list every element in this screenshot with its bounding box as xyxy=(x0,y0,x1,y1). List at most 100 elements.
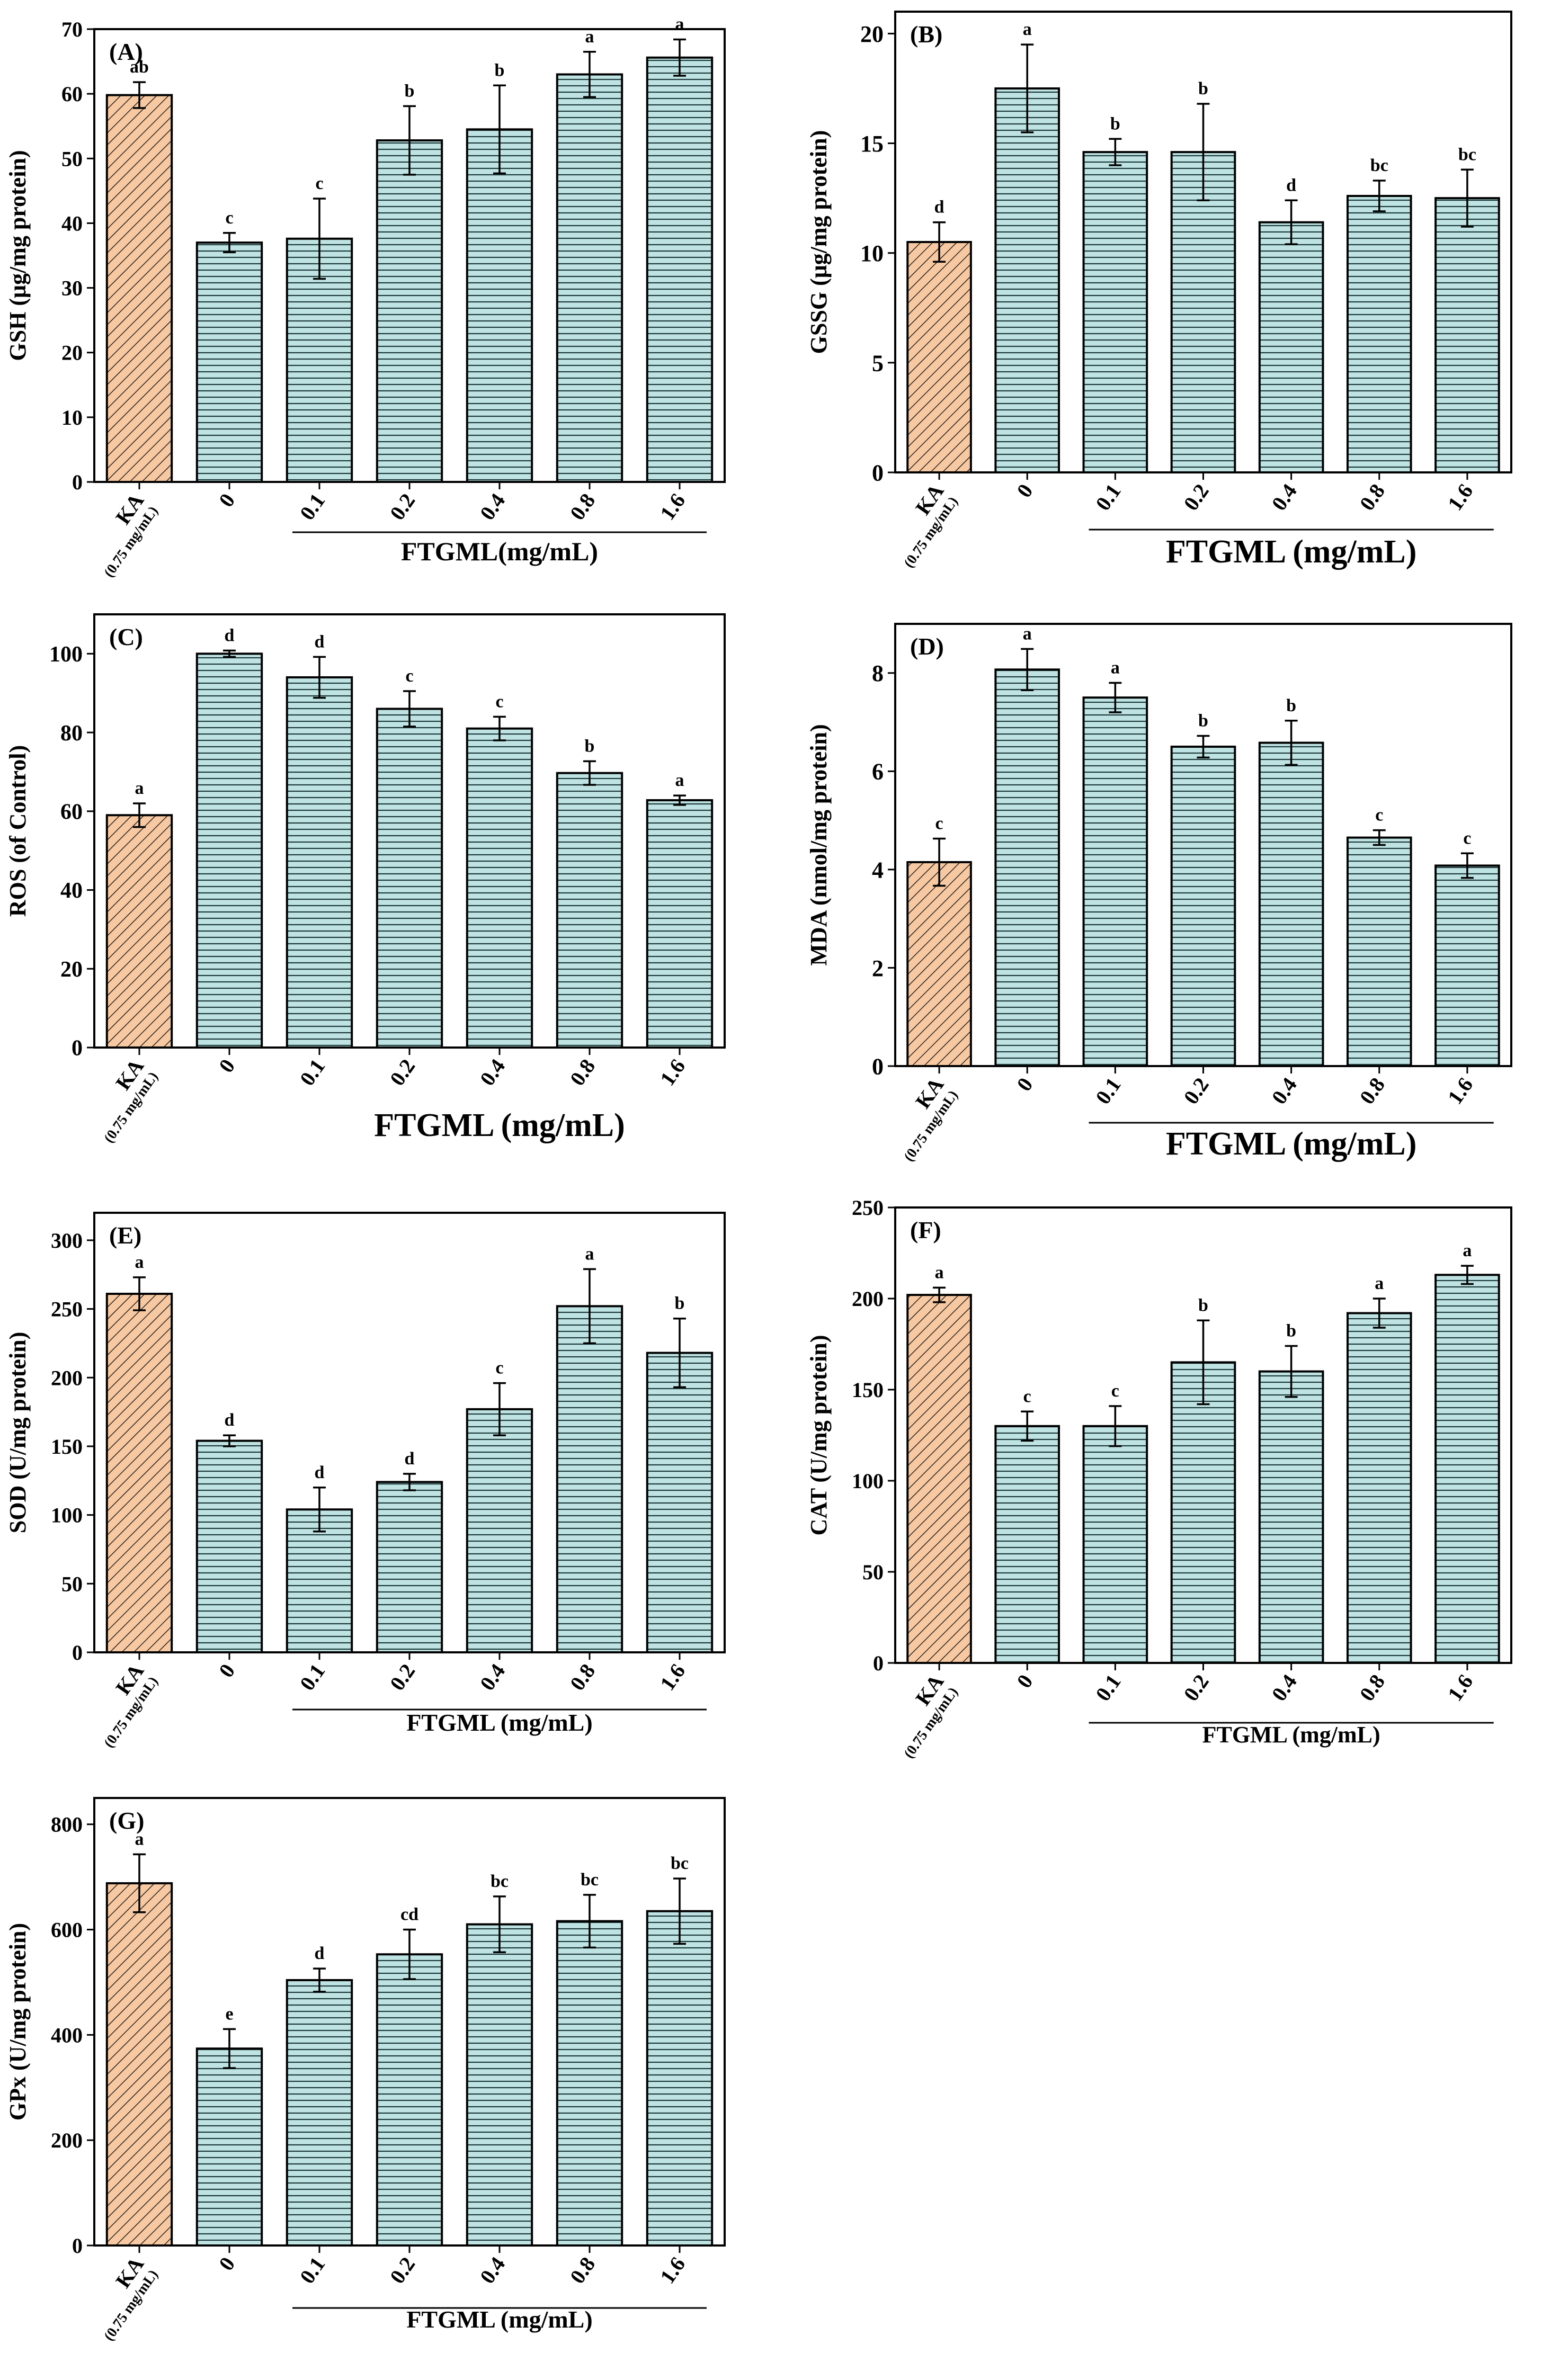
bar xyxy=(1082,151,1148,473)
bar xyxy=(376,1481,443,1653)
significance-letter: c xyxy=(1111,1381,1119,1401)
x-tick-label: 0.2 xyxy=(1179,479,1214,515)
x-tick-label: 0.1 xyxy=(295,2252,330,2288)
bar xyxy=(376,139,443,484)
bar xyxy=(906,1294,972,1665)
panel-label: (G) xyxy=(109,1807,144,1834)
y-tick-label: 50 xyxy=(862,1560,884,1584)
significance-letter: b xyxy=(1286,1321,1296,1340)
significance-letter: ab xyxy=(130,57,149,77)
bar xyxy=(1170,151,1236,473)
panel-label: (B) xyxy=(910,21,942,48)
y-tick-label: 0 xyxy=(872,460,884,486)
bar xyxy=(466,128,533,484)
x-tick-label: 0 xyxy=(1012,479,1037,502)
bar xyxy=(466,1408,533,1653)
bar xyxy=(1434,1274,1500,1664)
x-tick-label: 1.6 xyxy=(1443,479,1478,515)
significance-letter: bc xyxy=(1370,156,1388,175)
bar xyxy=(1346,836,1412,1068)
significance-letter: b xyxy=(1198,711,1208,731)
x-tick-label: 0.2 xyxy=(1179,1073,1214,1108)
significance-letter: a xyxy=(585,1244,594,1264)
bar xyxy=(195,652,263,1049)
x-axis-label: FTGML(mg/mL) xyxy=(401,536,598,566)
x-tick-label: 0 xyxy=(1012,1670,1037,1692)
x-tick-label: 1.6 xyxy=(655,1659,690,1695)
x-tick-label: 0.4 xyxy=(475,1659,510,1695)
y-tick-label: 8 xyxy=(872,660,884,686)
bar xyxy=(994,668,1060,1067)
x-tick-label: 0.4 xyxy=(475,1054,510,1090)
x-tick-label: 0.2 xyxy=(385,1659,420,1695)
significance-letter: a xyxy=(1463,1241,1472,1260)
x-tick-label: 0.8 xyxy=(565,1054,600,1090)
y-tick-label: 20 xyxy=(60,958,83,982)
significance-letter: bc xyxy=(491,1872,509,1891)
x-tick-label: 0.4 xyxy=(1267,1670,1302,1705)
y-tick-label: 600 xyxy=(51,1918,83,1942)
y-tick-label: 15 xyxy=(860,131,884,157)
significance-letter: c xyxy=(1463,828,1471,848)
y-tick-label: 800 xyxy=(51,1813,83,1837)
x-tick-label: 0.4 xyxy=(1267,1073,1302,1108)
x-tick-label: 0.2 xyxy=(385,2252,420,2288)
bar xyxy=(994,87,1060,473)
bar xyxy=(195,1439,263,1653)
x-tick-label: 0.4 xyxy=(1267,479,1302,515)
bar xyxy=(376,1953,443,2247)
y-tick-label: 10 xyxy=(61,406,83,430)
significance-letter: a xyxy=(585,27,594,47)
significance-letter: b xyxy=(1198,79,1208,99)
y-tick-label: 400 xyxy=(51,2023,83,2047)
significance-letter: a xyxy=(1111,658,1120,677)
bar xyxy=(1082,696,1148,1067)
significance-letter: a xyxy=(135,779,144,798)
x-tick-label: 0.2 xyxy=(385,489,420,524)
x-tick-label: 1.6 xyxy=(655,2252,690,2288)
bar xyxy=(1082,1425,1148,1665)
bar xyxy=(105,94,173,484)
bar xyxy=(646,1910,714,2247)
y-tick-label: 100 xyxy=(51,1504,83,1527)
significance-letter: a xyxy=(1375,1274,1384,1293)
bar xyxy=(1258,1370,1324,1665)
significance-letter: d xyxy=(315,1944,325,1963)
significance-letter: c xyxy=(1375,806,1383,825)
y-tick-label: 250 xyxy=(51,1298,83,1321)
x-tick-label: 0 xyxy=(214,489,239,511)
y-tick-label: 40 xyxy=(60,879,83,903)
y-tick-label: 20 xyxy=(860,21,884,47)
significance-letter: b xyxy=(405,81,415,101)
bar xyxy=(1258,741,1324,1067)
x-tick-label: 0.1 xyxy=(1091,479,1126,515)
significance-letter: d xyxy=(225,1410,235,1430)
bar xyxy=(105,814,173,1049)
bar xyxy=(646,1352,714,1653)
significance-letter: a xyxy=(1023,624,1032,643)
x-tick-label: 0.8 xyxy=(565,1659,600,1695)
significance-letter: b xyxy=(675,1294,685,1313)
x-axis-label: FTGML (mg/mL) xyxy=(1166,1126,1417,1162)
significance-letter: c xyxy=(495,692,503,711)
y-tick-label: 2 xyxy=(872,955,884,981)
bar xyxy=(105,1882,173,2247)
bar xyxy=(556,1305,623,1653)
x-tick-label: 0.1 xyxy=(295,489,330,524)
x-tick-label: 0.2 xyxy=(1179,1670,1214,1705)
x-tick-label: 0.4 xyxy=(475,489,510,524)
y-tick-label: 0 xyxy=(872,1053,884,1079)
y-tick-label: 50 xyxy=(61,147,83,171)
y-tick-label: 80 xyxy=(60,721,83,746)
y-tick-label: 20 xyxy=(61,341,83,365)
significance-letter: a xyxy=(935,1263,944,1282)
significance-letter: d xyxy=(934,198,944,217)
bar xyxy=(376,708,443,1049)
panel-label: (A) xyxy=(109,38,143,65)
significance-letter: d xyxy=(405,1449,415,1469)
x-tick-label: 0.1 xyxy=(1091,1073,1126,1108)
bar xyxy=(466,727,533,1049)
significance-letter: bc xyxy=(1458,145,1476,164)
bar xyxy=(1346,1312,1412,1664)
